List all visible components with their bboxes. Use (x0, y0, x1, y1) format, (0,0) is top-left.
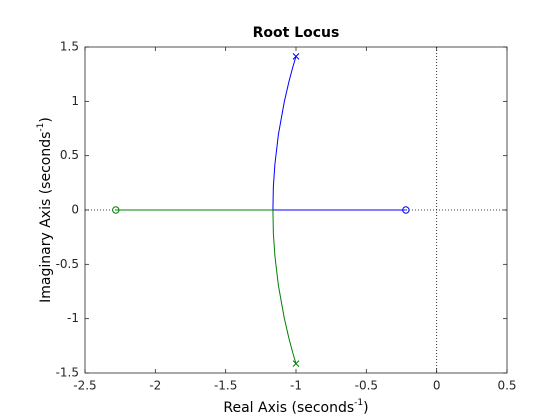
locus-branch (115, 209, 297, 364)
y-tick-label: -1.5 (56, 366, 79, 380)
x-label-text: Real Axis (seconds (223, 400, 354, 416)
y-tick-label: 1 (71, 94, 79, 108)
zero-marker (402, 206, 410, 214)
x-tick-label: -1 (290, 379, 302, 393)
x-tick-label: -2.5 (73, 379, 96, 393)
y-tick-label: 0 (71, 203, 79, 217)
pole-marker (292, 360, 300, 368)
y-tick-label: -1 (67, 311, 79, 325)
y-label-suffix: ) (38, 117, 54, 122)
x-tick-label: 0 (433, 379, 441, 393)
y-label-text: Imaginary Axis (seconds (38, 132, 54, 303)
y-tick-label: 0.5 (60, 148, 79, 162)
x-tick-label: 0.5 (497, 379, 516, 393)
y-tick-label: 1.5 (60, 40, 79, 54)
x-tick-label: -1.5 (214, 379, 237, 393)
zero-marker (112, 206, 120, 214)
y-label-sup: -1 (36, 123, 46, 132)
pole-marker (292, 52, 300, 60)
x-tick-label: -0.5 (355, 379, 378, 393)
locus-branch (272, 56, 406, 211)
x-tick-label: -2 (149, 379, 161, 393)
x-label-suffix: ) (363, 400, 368, 416)
chart-title: Root Locus (253, 25, 340, 41)
y-tick-label: -0.5 (56, 257, 79, 271)
x-axis-label: Real Axis (seconds-1) (223, 398, 368, 417)
x-label-sup: -1 (354, 398, 363, 408)
y-axis-label: Imaginary Axis (seconds-1) (36, 117, 55, 303)
